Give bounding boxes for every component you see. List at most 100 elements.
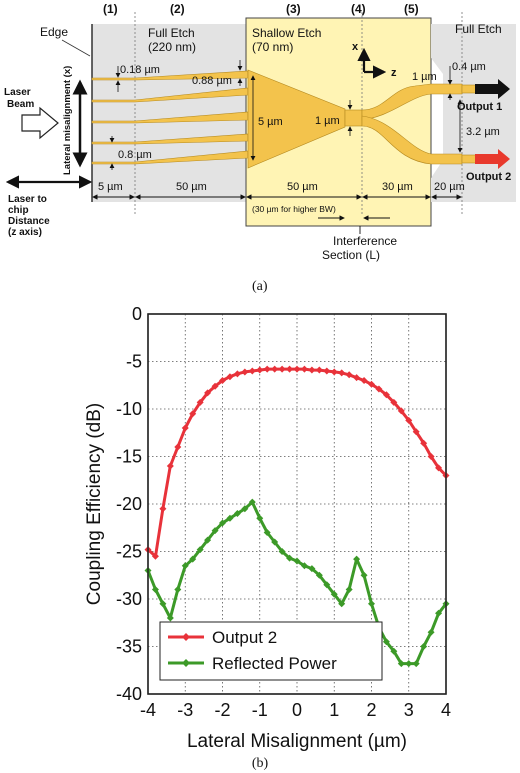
- data-point-output-2: [211, 382, 219, 390]
- data-point-output-2: [248, 367, 256, 375]
- section-3-label: (3): [286, 2, 301, 16]
- data-point-reflected-power: [390, 647, 398, 655]
- laser-distance-4: (z axis): [8, 227, 42, 238]
- coupling-efficiency-chart: -4 -3 -2 -1 0 1 2 3 40-5-10-15-20-25-30-35-40 Ou…: [84, 304, 451, 771]
- data-point-output-2: [353, 374, 361, 382]
- data-point-output-2: [315, 366, 323, 374]
- shallow-etch-title: Shallow Etch: [252, 26, 321, 40]
- data-point-output-2: [412, 428, 420, 436]
- data-point-reflected-power: [435, 609, 443, 617]
- y-tick-label: -25: [116, 542, 142, 562]
- legend-label-output-2: Output 2: [212, 628, 277, 647]
- x-tick-label: 3: [404, 700, 414, 720]
- data-point-reflected-power: [368, 600, 375, 608]
- y-tick-label: -5: [126, 352, 142, 372]
- dim-taper-end: 0.88 µm: [192, 75, 232, 87]
- length-1: 5 µm: [98, 181, 123, 193]
- caption-b: (b): [252, 756, 269, 771]
- data-point-reflected-power: [315, 571, 323, 579]
- length-3: 50 µm: [287, 181, 318, 193]
- x-tick-label: -2: [214, 700, 230, 720]
- data-point-reflected-power: [405, 660, 413, 668]
- data-point-reflected-power: [189, 555, 197, 563]
- data-point-reflected-power: [211, 527, 219, 535]
- data-point-output-2: [308, 366, 316, 374]
- x-tick-label: 0: [292, 700, 302, 720]
- full-etch-left-depth: (220 nm): [148, 40, 196, 54]
- length-5: 20 µm: [434, 181, 465, 193]
- full-etch-right-title: Full Etch: [455, 22, 502, 36]
- bw-note: (30 µm for higher BW): [252, 204, 336, 214]
- y-tick-label: 0: [132, 304, 142, 324]
- data-point-reflected-power: [300, 562, 308, 570]
- dim-spacing: 0.8 µm: [118, 149, 152, 161]
- legend-label-reflected: Reflected Power: [212, 654, 337, 673]
- x-tick-label: 1: [329, 700, 339, 720]
- data-point-output-2: [300, 365, 308, 373]
- data-point-output-2: [233, 370, 241, 378]
- x-tick-label: -1: [252, 700, 268, 720]
- data-point-reflected-power: [256, 514, 264, 522]
- data-point-reflected-power: [151, 586, 159, 593]
- data-point-output-2: [293, 365, 301, 373]
- y-tick-label: -10: [116, 399, 142, 419]
- data-point-reflected-power: [286, 554, 294, 562]
- data-point-reflected-power: [293, 557, 301, 565]
- edge-pointer: [61, 39, 91, 57]
- data-point-reflected-power: [382, 638, 390, 646]
- data-point-output-2: [181, 424, 189, 432]
- data-point-output-2: [226, 373, 234, 381]
- waveguides: [91, 69, 493, 169]
- dim-out-sep: 3.2 µm: [466, 126, 500, 138]
- x-tick-label: 4: [441, 700, 451, 720]
- data-point-output-2: [435, 464, 443, 472]
- legend-box: [159, 621, 383, 681]
- lateral-axis-label: Lateral misalignment (x): [62, 66, 73, 175]
- plot-border: [147, 313, 447, 695]
- arm-lower: [361, 115, 463, 165]
- data-point-output-2: [323, 367, 331, 375]
- data-point-output-2: [219, 377, 226, 384]
- dim-out-gap: 0.4 µm: [452, 61, 486, 73]
- y-tick-label: -30: [116, 589, 142, 609]
- data-point-output-2: [368, 380, 375, 388]
- waveguide-schematic: (1) (2) (3) (4) (5) Edge Laser Beam Late…: [4, 2, 516, 294]
- data-point-reflected-power: [271, 538, 279, 546]
- section-5-label: (5): [404, 2, 419, 16]
- data-point-reflected-power: [323, 581, 331, 589]
- data-point-output-2: [256, 366, 264, 374]
- data-point-output-2: [241, 368, 249, 376]
- data-point-reflected-power: [345, 586, 353, 593]
- data-point-reflected-power: [263, 529, 271, 536]
- data-point-output-2: [382, 391, 390, 399]
- data-point-output-2: [174, 443, 182, 451]
- laser-distance-1: Laser to: [8, 194, 47, 205]
- x-tick-label: -4: [140, 700, 156, 720]
- interference-label-1: Interference: [333, 234, 397, 248]
- series-layer: [144, 365, 450, 668]
- laser-beam-label-2: Beam: [7, 99, 34, 110]
- data-point-output-2: [204, 389, 212, 397]
- data-point-reflected-power: [360, 571, 368, 579]
- tick-labels: -4 -3 -2 -1 0 1 2 3 40-5-10-15-20-25-30-35-40: [116, 304, 451, 720]
- full-etch-left-title: Full Etch: [148, 26, 195, 40]
- data-point-output-2: [427, 453, 435, 460]
- x-tick-label: -3: [177, 700, 193, 720]
- length-4: 30 µm: [382, 181, 413, 193]
- caption-a: (a): [252, 279, 268, 294]
- data-point-reflected-power: [353, 555, 361, 563]
- length-arrows: [5, 175, 462, 234]
- data-point-reflected-power: [420, 643, 428, 650]
- legend: Output 2 Reflected Power: [159, 621, 383, 681]
- axis-z-label: z: [391, 67, 397, 79]
- data-point-reflected-power: [226, 514, 234, 522]
- data-point-reflected-power: [278, 548, 286, 555]
- legend-marker-reflected: [182, 659, 190, 667]
- laser-beam-label-1: Laser: [4, 87, 31, 98]
- data-point-reflected-power: [427, 628, 435, 636]
- y-tick-label: -20: [116, 494, 142, 514]
- laser-distance-2: chip: [8, 205, 29, 216]
- length-2: 50 µm: [176, 181, 207, 193]
- edge-label: Edge: [40, 25, 68, 39]
- output-2-label: Output 2: [466, 171, 511, 183]
